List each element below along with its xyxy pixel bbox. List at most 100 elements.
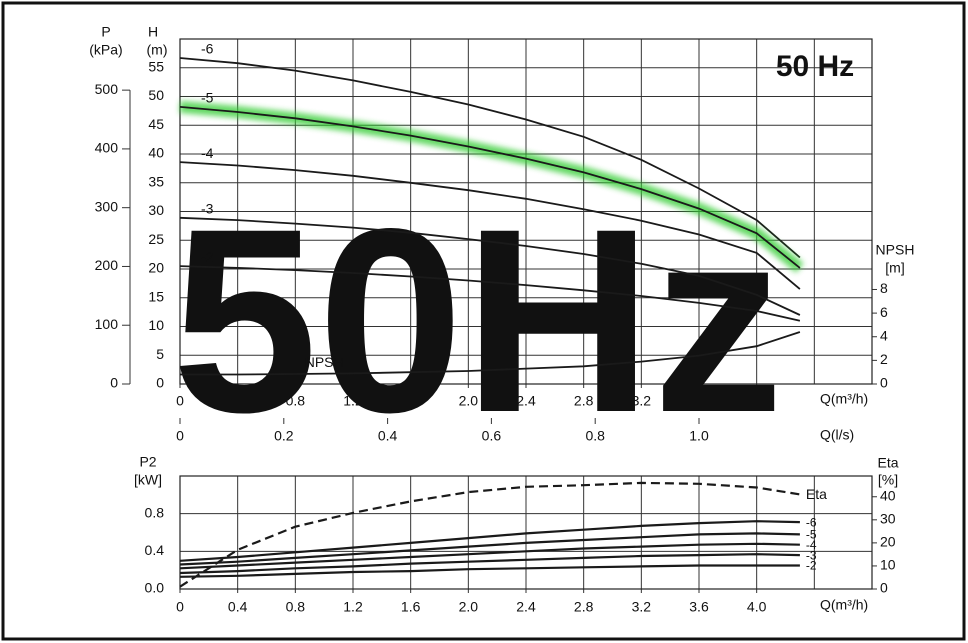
x2-tick-label: 1.0 [689,428,709,444]
series-label: -4 [201,145,214,161]
y2-tick-label: 0 [880,580,888,596]
x-tick-label: 0 [176,599,184,615]
y-tick-label: 5 [156,346,164,362]
y2-axis-label: Eta [877,455,898,471]
y2-axis-label: NPSH [876,242,915,258]
series-label: NPSH [305,354,344,370]
y-tick-label: 0.4 [145,542,165,558]
series-line [179,532,800,566]
p-tick-label: 300 [95,198,119,214]
y2-tick-label: 40 [880,487,896,503]
y-tick-label: 30 [148,202,164,218]
series-line [179,57,801,259]
y-tick-label: 40 [148,145,164,161]
plot-area [179,475,873,590]
x-tick-label: 1.2 [343,393,363,409]
p-tick-label: 500 [95,81,119,97]
plot-area [179,38,873,385]
x-tick-label: 4.0 [747,393,767,409]
series-line [179,265,801,322]
y2-tick-label: 10 [880,557,896,573]
badge: 50 Hz [776,50,854,83]
y2-tick-label: 20 [880,534,896,550]
y2-tick-label: 2 [880,351,888,367]
y-axis-unit: (m) [147,42,168,58]
p-axis-label: P [101,24,110,40]
y-tick-label: 55 [148,58,164,74]
x-tick-label: 2.0 [459,599,479,615]
y-axis-label: H [148,24,158,40]
series-line [179,542,800,570]
p-tick-label: 200 [95,257,119,273]
y-tick-label: 50 [148,87,164,103]
y-tick-label: 35 [148,173,164,189]
y-tick-label: 10 [148,317,164,333]
y-tick-label: 15 [148,288,164,304]
y-tick-label: 45 [148,116,164,132]
y-tick-label: 0.8 [145,504,165,520]
x-tick-label: 2.4 [516,393,536,409]
y2-tick-label: 4 [880,327,888,343]
y-tick-label: 0 [156,375,164,391]
x-tick-label: 0.4 [228,599,248,615]
series-line [179,216,801,316]
series-label: -3 [201,201,214,217]
series-label: -4 [806,538,817,552]
series-line [179,564,800,578]
x-tick-label: 0.8 [286,599,306,615]
series-line [179,520,800,562]
series-label: -3 [806,548,817,562]
y2-tick-label: 8 [880,280,888,296]
x-tick-label: 1.2 [343,599,363,615]
x2-axis-label: Q(l/s) [820,427,854,443]
series-line [179,106,801,269]
x-tick-label: 2.4 [516,599,536,615]
p-tick-label: 100 [95,316,119,332]
series-line [179,161,801,290]
p-tick-label: 0 [110,375,118,391]
series-label: -5 [201,90,214,106]
y-axis-label: P2 [139,454,156,470]
x-tick-label: 0.4 [228,393,248,409]
y2-tick-label: 30 [880,511,896,527]
x-tick-label: 2.0 [459,393,479,409]
y2-tick-label: 0 [880,375,888,391]
x-tick-label: 1.6 [401,599,421,615]
x-tick-label: 4.0 [747,599,767,615]
series-label: -2 [806,559,817,573]
y-axis-unit: [kW] [134,472,162,488]
series-label: -5 [806,528,817,542]
x2-tick-label: 0.6 [482,428,502,444]
x-tick-label: 2.8 [574,393,594,409]
x-tick-label: 3.2 [632,393,652,409]
y-tick-label: 0.0 [145,580,165,596]
x-tick-label: 3.6 [689,393,709,409]
x-tick-label: 0.8 [286,393,306,409]
y2-tick-label: 6 [880,304,888,320]
series-line [179,553,800,575]
x-tick-label: 0 [176,393,184,409]
x2-tick-label: 0.2 [274,428,294,444]
p-axis-unit: (kPa) [89,42,122,58]
x2-tick-label: 0.4 [378,428,398,444]
x-axis-label: Q(m³/h) [820,597,868,613]
p-tick-label: 400 [95,140,119,156]
series-label: -2 [201,249,214,265]
x-axis-label: Q(m³/h) [820,391,868,407]
series-line [180,331,801,376]
x-tick-label: 3.2 [632,599,652,615]
y2-axis-unit: [%] [878,472,898,488]
x-tick-label: 1.6 [401,393,421,409]
x-tick-label: 3.6 [689,599,709,615]
watermark: 50Hz [172,174,784,467]
series-label: -6 [201,41,214,57]
x2-tick-label: 0 [176,428,184,444]
y2-axis-unit: [m] [885,260,904,276]
y-tick-label: 20 [148,260,164,276]
x2-tick-label: 0.8 [585,428,605,444]
series-line [179,481,801,588]
y-tick-label: 25 [148,231,164,247]
x-tick-label: 2.8 [574,599,594,615]
series-label: Eta [806,486,827,502]
